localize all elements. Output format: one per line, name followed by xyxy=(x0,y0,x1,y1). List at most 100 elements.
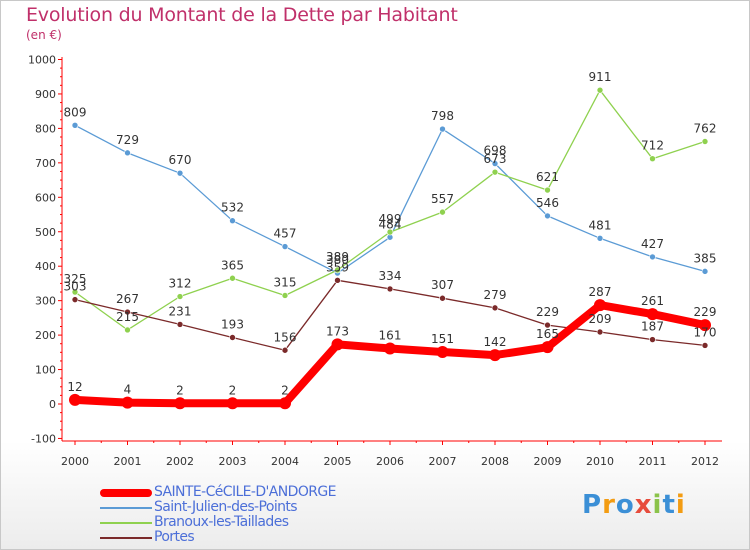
data-point xyxy=(596,328,604,336)
y-tick-label: 300 xyxy=(35,295,56,308)
data-point xyxy=(701,138,709,145)
legend-label: SAINTE-CéCILE-D'ANDORGE xyxy=(154,484,336,500)
data-point xyxy=(544,212,551,220)
data-point xyxy=(71,288,79,296)
data-label: 151 xyxy=(431,332,454,346)
data-point xyxy=(71,121,79,129)
legend-swatch xyxy=(100,522,152,524)
data-point xyxy=(331,338,344,351)
data-point xyxy=(386,285,394,293)
data-label: 170 xyxy=(694,325,717,339)
data-point xyxy=(281,346,289,354)
data-point xyxy=(701,342,709,349)
data-point xyxy=(384,342,396,355)
x-tick-label: 2009 xyxy=(534,455,562,468)
data-point xyxy=(491,168,499,176)
data-point xyxy=(439,125,446,133)
data-label: 209 xyxy=(589,312,612,326)
data-label: 4 xyxy=(124,383,132,397)
y-tick-label: -100 xyxy=(31,432,56,445)
data-point xyxy=(176,293,184,300)
x-tick-label: 2007 xyxy=(429,455,457,468)
data-label: 279 xyxy=(484,288,507,302)
data-label: 427 xyxy=(641,237,664,251)
legend-label: Branoux-les-Taillades xyxy=(154,514,289,530)
data-label: 193 xyxy=(221,318,244,332)
y-tick-label: 0 xyxy=(49,398,56,411)
x-tick-label: 2005 xyxy=(324,455,352,468)
y-tick-label: 400 xyxy=(35,260,56,273)
data-label: 231 xyxy=(169,304,192,318)
y-tick-label: 600 xyxy=(35,191,56,204)
data-point xyxy=(281,292,289,299)
data-label: 325 xyxy=(64,272,87,286)
data-label: 698 xyxy=(484,144,507,158)
data-label: 334 xyxy=(379,269,402,283)
data-label: 173 xyxy=(326,324,349,338)
x-tick-label: 2003 xyxy=(219,455,247,468)
data-point xyxy=(124,308,131,316)
y-tick-label: 500 xyxy=(35,226,56,239)
data-label: 729 xyxy=(116,133,139,147)
data-label: 165 xyxy=(536,327,559,341)
data-point xyxy=(489,349,501,362)
data-label: 481 xyxy=(589,218,612,232)
data-label: 557 xyxy=(431,192,454,206)
data-label: 457 xyxy=(274,227,297,241)
y-tick-label: 1000 xyxy=(28,54,56,67)
data-label: 312 xyxy=(169,277,192,291)
data-label: 315 xyxy=(274,275,297,289)
data-point xyxy=(121,396,134,409)
legend-swatch xyxy=(100,537,152,539)
y-tick-label: 700 xyxy=(35,157,56,170)
logo-letter: i xyxy=(652,490,663,520)
data-point xyxy=(649,336,656,343)
data-label: 161 xyxy=(379,329,402,343)
data-label: 385 xyxy=(694,251,717,265)
data-point xyxy=(279,397,291,410)
data-label: 287 xyxy=(589,285,612,299)
data-label: 499 xyxy=(379,212,402,226)
data-point xyxy=(176,169,184,177)
data-label: 187 xyxy=(641,320,664,334)
chart-subtitle: (en €) xyxy=(26,28,62,42)
data-label: 911 xyxy=(589,70,612,84)
data-point xyxy=(594,299,606,312)
data-point xyxy=(436,345,449,358)
data-point xyxy=(649,253,656,261)
legend-swatch xyxy=(100,489,152,497)
logo-letter: o xyxy=(615,490,635,520)
logo-letter: x xyxy=(634,490,653,520)
data-label: 229 xyxy=(694,305,717,319)
logo-letter: P xyxy=(582,490,603,520)
data-label: 307 xyxy=(431,278,454,292)
data-point xyxy=(124,326,131,334)
data-label: 389 xyxy=(326,250,349,264)
data-label: 798 xyxy=(431,109,454,123)
x-tick-label: 2001 xyxy=(114,455,142,468)
logo-letter: t xyxy=(662,490,676,520)
data-point xyxy=(596,86,604,94)
x-tick-label: 2004 xyxy=(271,455,299,468)
x-tick-label: 2011 xyxy=(639,455,667,468)
data-label: 359 xyxy=(326,260,349,274)
legend-label: Portes xyxy=(154,529,195,545)
data-label: 673 xyxy=(484,152,507,166)
data-point xyxy=(544,321,551,329)
data-point xyxy=(439,294,446,302)
data-label: 303 xyxy=(64,280,87,294)
data-point xyxy=(229,274,236,282)
x-tick-label: 2012 xyxy=(691,455,719,468)
x-tick-label: 2008 xyxy=(481,455,509,468)
y-tick-label: 800 xyxy=(35,122,56,135)
data-point xyxy=(491,304,499,312)
proxiti-logo: Proxiti xyxy=(582,490,686,520)
x-tick-label: 2006 xyxy=(376,455,404,468)
data-point xyxy=(544,186,551,194)
y-tick-label: 100 xyxy=(35,364,56,377)
data-label: 621 xyxy=(536,170,559,184)
data-label: 229 xyxy=(536,305,559,319)
data-point xyxy=(646,308,659,321)
